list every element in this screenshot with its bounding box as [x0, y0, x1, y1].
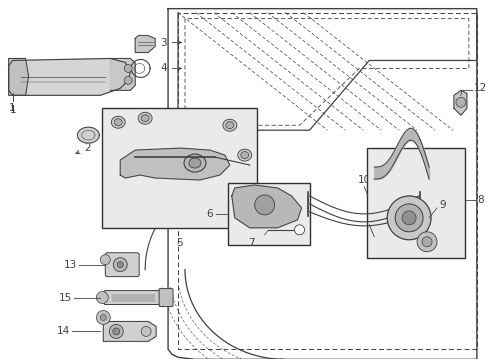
- FancyBboxPatch shape: [102, 108, 257, 228]
- FancyBboxPatch shape: [105, 253, 139, 276]
- Circle shape: [422, 237, 432, 247]
- Circle shape: [141, 327, 151, 336]
- Circle shape: [402, 211, 416, 225]
- Ellipse shape: [241, 152, 249, 159]
- Ellipse shape: [114, 119, 122, 126]
- Text: 4: 4: [160, 63, 181, 73]
- Circle shape: [395, 204, 423, 232]
- Polygon shape: [454, 90, 467, 115]
- Circle shape: [100, 255, 110, 265]
- Circle shape: [113, 328, 120, 335]
- Circle shape: [109, 324, 123, 338]
- Text: 10: 10: [358, 175, 371, 185]
- Polygon shape: [110, 58, 135, 90]
- FancyBboxPatch shape: [104, 291, 161, 305]
- Ellipse shape: [184, 154, 206, 172]
- Polygon shape: [103, 321, 156, 341]
- Circle shape: [113, 258, 127, 272]
- Polygon shape: [120, 148, 230, 180]
- Polygon shape: [232, 185, 301, 228]
- Text: 13: 13: [64, 260, 77, 270]
- FancyBboxPatch shape: [368, 148, 465, 258]
- Circle shape: [417, 232, 437, 252]
- Text: 9: 9: [439, 200, 445, 210]
- Ellipse shape: [111, 116, 125, 128]
- FancyBboxPatch shape: [228, 183, 310, 245]
- Text: 3: 3: [160, 37, 181, 48]
- Ellipse shape: [138, 112, 152, 124]
- Text: 5: 5: [176, 238, 182, 248]
- Circle shape: [97, 310, 110, 324]
- Text: 1: 1: [9, 105, 16, 115]
- Circle shape: [294, 225, 304, 235]
- Text: 6: 6: [206, 209, 213, 219]
- Polygon shape: [77, 127, 99, 143]
- FancyBboxPatch shape: [159, 289, 173, 306]
- Circle shape: [387, 196, 431, 240]
- Circle shape: [456, 97, 466, 107]
- Ellipse shape: [223, 119, 237, 131]
- Ellipse shape: [189, 158, 201, 168]
- Text: 12: 12: [474, 84, 487, 93]
- Text: 15: 15: [59, 293, 73, 302]
- Polygon shape: [9, 58, 130, 95]
- Circle shape: [255, 195, 275, 215]
- Text: 1: 1: [9, 103, 15, 113]
- Circle shape: [117, 262, 123, 268]
- Polygon shape: [135, 36, 155, 53]
- Text: 8: 8: [477, 195, 484, 205]
- Circle shape: [97, 292, 108, 303]
- Circle shape: [124, 64, 132, 72]
- Polygon shape: [9, 58, 28, 95]
- Ellipse shape: [141, 115, 149, 122]
- Text: 11: 11: [368, 240, 381, 250]
- Text: 14: 14: [57, 327, 71, 336]
- Text: 2: 2: [76, 143, 91, 154]
- Text: 7: 7: [248, 238, 255, 248]
- Circle shape: [124, 76, 132, 84]
- Ellipse shape: [238, 149, 252, 161]
- Circle shape: [100, 315, 106, 320]
- Ellipse shape: [226, 122, 234, 129]
